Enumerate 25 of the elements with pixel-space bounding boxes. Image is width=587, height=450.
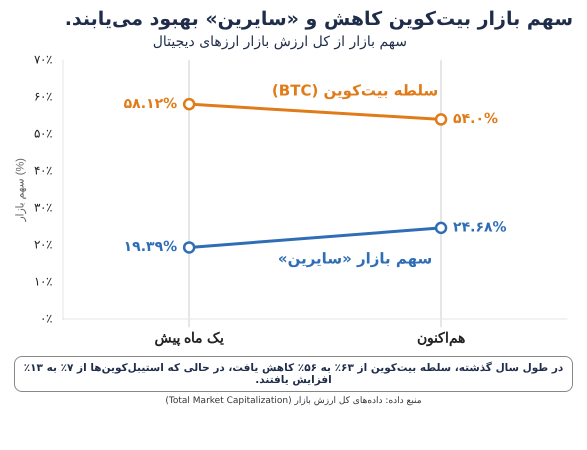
point — [434, 222, 448, 234]
y-axis-title: سهم بازار (%) — [14, 158, 27, 222]
data-label: ۵۴.۰% — [453, 111, 498, 128]
y-tick-label: ۴۰٪ — [34, 164, 52, 178]
y-tick-label: ۶۰٪ — [34, 90, 52, 104]
point — [434, 113, 448, 126]
chart-title: سهم بازار بیت‌کوین کاهش و «سایرین» بهبود می‌یابند. — [64, 7, 574, 30]
y-tick-label: ۲۰٪ — [34, 238, 52, 252]
y-tick-label: ۱۰٪ — [34, 274, 52, 289]
x-tick-label: هم‌اکنون — [417, 329, 466, 346]
series-label: سلطه بیت‌کوین (BTC) — [272, 82, 438, 100]
data-label: ۲۴.۶۸% — [453, 220, 507, 236]
y-tick-label: ۳۰٪ — [34, 200, 52, 215]
data-label: ۱۹.۳۹% — [124, 239, 178, 256]
point — [182, 98, 196, 110]
x-tick-label: یک ماه پیش — [154, 329, 224, 346]
y-tick-label: ۷۰٪ — [34, 52, 52, 67]
data-label: ۵۸.۱۲% — [124, 96, 178, 112]
y-tick-label: ۵۰٪ — [34, 126, 52, 141]
chart-subtitle: سهم بازار از کل ارزش بازار ارزهای دیجیتال — [152, 33, 408, 50]
series-label: سهم بازار «سایرین» — [278, 250, 432, 268]
text: در طول سال گذشته، سلطه بیت‌کوین از ۶۳٪ به ۵۶٪ کاهش یافت، در حالی که استیبل‌کوین‌ها از ۷٪ به ۱۳٪ افزایش یافتند. — [14, 356, 573, 392]
point — [182, 241, 196, 254]
y-tick-label: ۰٪ — [40, 312, 52, 326]
text: منبع داده: داده‌های کل ارزش بازار (Total Market Capitalization) — [164, 396, 423, 406]
